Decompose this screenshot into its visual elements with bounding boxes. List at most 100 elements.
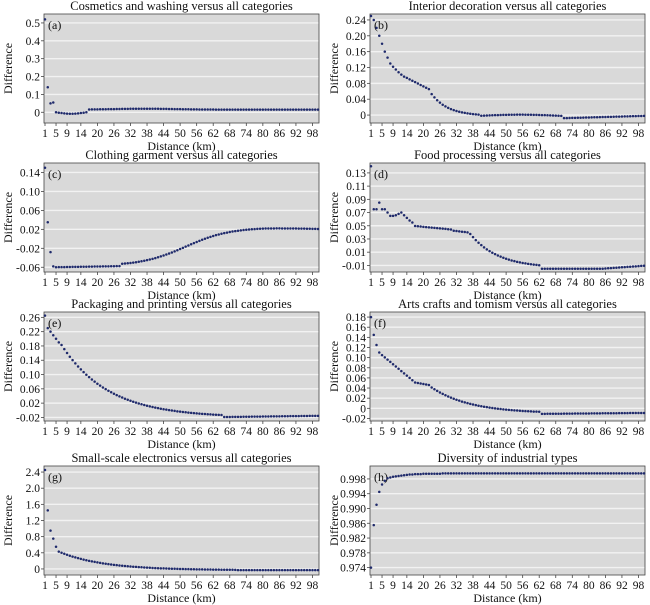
- data-point: [502, 472, 505, 475]
- data-point: [466, 112, 469, 115]
- data-point: [176, 567, 179, 571]
- data-point: [383, 479, 387, 483]
- data-point: [639, 472, 643, 475]
- data-point: [71, 358, 74, 362]
- x-tick-label: 92: [616, 128, 628, 140]
- data-point: [394, 365, 398, 368]
- chart-panel-h: Diversity of industrial types (h) 0.974 0.9…: [327, 451, 646, 605]
- data-point: [206, 108, 209, 111]
- data-point: [623, 411, 626, 415]
- data-point: [378, 34, 381, 38]
- x-tick-label: 26: [108, 277, 120, 289]
- y-tick-label: -0.01: [342, 260, 366, 272]
- data-point: [112, 264, 116, 268]
- data-point: [71, 265, 74, 269]
- data-point: [609, 411, 613, 415]
- data-point: [554, 412, 558, 416]
- data-point: [482, 246, 486, 249]
- y-tick-label: 0.14: [346, 332, 366, 344]
- data-point: [280, 415, 284, 418]
- x-tick-label: 56: [191, 128, 203, 140]
- series-points: [43, 166, 320, 269]
- chart-title: Packaging and printing versus all catego…: [71, 297, 292, 311]
- data-point: [422, 85, 425, 88]
- y-tick-label: 0.994: [340, 489, 366, 501]
- data-point: [380, 483, 384, 486]
- data-point: [289, 414, 292, 418]
- x-tick-label: 86: [600, 580, 612, 592]
- y-tick-label: 0.04: [346, 383, 366, 395]
- data-point: [380, 207, 384, 211]
- data-point: [300, 227, 303, 230]
- data-point: [504, 408, 508, 411]
- y-tick-label: 0.13: [346, 168, 366, 180]
- data-point: [480, 243, 483, 247]
- y-tick-label: 0.18: [346, 312, 366, 324]
- data-point: [416, 381, 420, 385]
- data-point: [642, 411, 646, 415]
- data-point: [82, 370, 85, 374]
- data-point: [167, 107, 171, 111]
- x-tick-label: 56: [517, 426, 529, 438]
- data-point: [400, 474, 403, 477]
- data-point: [209, 108, 212, 111]
- data-point: [540, 113, 544, 117]
- x-tick-label: 56: [517, 277, 529, 289]
- data-point: [217, 413, 220, 417]
- x-tick-label: 56: [517, 128, 529, 140]
- plot-area: [44, 163, 319, 272]
- data-point: [261, 227, 265, 230]
- data-point: [316, 568, 320, 572]
- x-tick-label: 80: [583, 277, 595, 289]
- data-point: [413, 472, 417, 476]
- data-point: [311, 568, 314, 572]
- x-tick-label: 98: [633, 580, 645, 592]
- data-point: [435, 226, 439, 230]
- data-point: [283, 414, 287, 418]
- data-point: [551, 114, 555, 117]
- data-point: [167, 252, 171, 255]
- x-tick-label: 74: [241, 128, 253, 140]
- data-point: [515, 472, 519, 475]
- data-point: [416, 225, 420, 228]
- data-point: [247, 228, 251, 231]
- data-point: [118, 107, 121, 111]
- y-tick-label: 0.20: [346, 31, 366, 43]
- x-tick-label: 26: [434, 277, 446, 289]
- data-point: [250, 568, 254, 572]
- y-tick-label: 0.24: [346, 15, 366, 27]
- data-point: [63, 112, 66, 115]
- data-point: [278, 568, 281, 572]
- x-tick-label: 98: [307, 277, 319, 289]
- data-point: [568, 472, 571, 475]
- data-point: [74, 556, 77, 559]
- data-point: [286, 414, 289, 418]
- data-point: [156, 256, 160, 259]
- data-point: [526, 472, 530, 475]
- x-tick-label: 92: [290, 277, 302, 289]
- data-point: [524, 472, 527, 475]
- x-tick-label: 32: [125, 128, 137, 140]
- data-point: [446, 106, 450, 110]
- data-point: [184, 411, 187, 414]
- data-point: [87, 375, 91, 379]
- data-point: [154, 256, 157, 260]
- data-point: [521, 113, 524, 116]
- data-point: [250, 108, 254, 111]
- data-point: [617, 115, 621, 118]
- data-point: [148, 566, 152, 570]
- data-point: [433, 387, 436, 391]
- x-tick-label: 9: [64, 277, 70, 289]
- data-point: [98, 384, 102, 387]
- data-point: [557, 267, 560, 270]
- data-point: [411, 79, 414, 83]
- data-point: [620, 266, 624, 269]
- x-tick-label: 1: [42, 277, 48, 289]
- data-point: [275, 108, 278, 111]
- y-tick-label: 0.10: [20, 370, 40, 382]
- x-tick-label: 1: [368, 128, 374, 140]
- data-point: [491, 472, 494, 475]
- x-tick-label: 20: [418, 580, 430, 592]
- x-tick-label: 92: [616, 277, 628, 289]
- data-point: [222, 108, 226, 111]
